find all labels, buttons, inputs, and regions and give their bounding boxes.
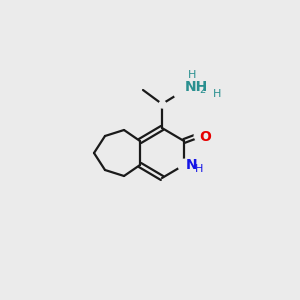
Text: H: H	[188, 70, 196, 80]
Text: H: H	[213, 89, 221, 99]
Text: NH: NH	[185, 80, 208, 94]
Text: N: N	[186, 158, 198, 172]
Text: 2: 2	[199, 85, 205, 95]
Text: H: H	[195, 164, 203, 174]
Text: O: O	[199, 130, 211, 144]
